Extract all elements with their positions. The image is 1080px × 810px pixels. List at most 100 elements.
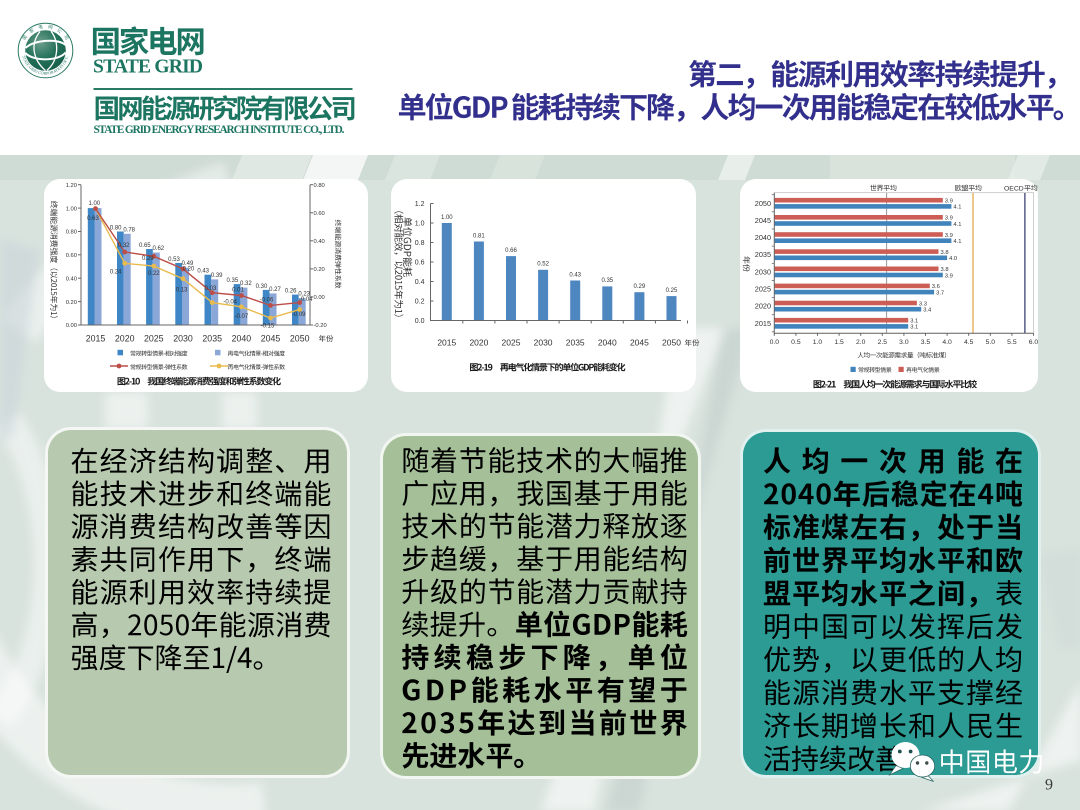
svg-text:0.23: 0.23 <box>298 292 310 298</box>
svg-text:1.20: 1.20 <box>66 183 77 189</box>
svg-text:2030: 2030 <box>755 267 771 276</box>
svg-text:2030: 2030 <box>173 333 193 343</box>
svg-text:1.0: 1.0 <box>813 339 823 346</box>
svg-text:3.8: 3.8 <box>941 250 949 256</box>
svg-text:0.29: 0.29 <box>142 256 154 262</box>
svg-text:0.22: 0.22 <box>148 271 160 277</box>
svg-text:0.0: 0.0 <box>770 339 780 346</box>
svg-text:0.62: 0.62 <box>152 246 164 252</box>
svg-text:-0.09: -0.09 <box>292 312 306 318</box>
svg-text:0.80: 0.80 <box>110 226 122 232</box>
svg-text:3.6: 3.6 <box>932 284 940 290</box>
svg-text:0.6: 0.6 <box>415 260 425 267</box>
svg-text:2020: 2020 <box>115 333 135 343</box>
svg-text:3.8: 3.8 <box>941 267 949 273</box>
svg-text:1.5: 1.5 <box>834 339 844 346</box>
svg-text:2020: 2020 <box>755 302 771 311</box>
svg-text:0.40: 0.40 <box>314 239 325 245</box>
svg-text:4.1: 4.1 <box>953 222 961 228</box>
svg-text:3.9: 3.9 <box>945 216 953 222</box>
svg-text:0.32: 0.32 <box>240 281 252 287</box>
svg-text:0.35: 0.35 <box>227 278 239 284</box>
svg-text:2050: 2050 <box>662 338 681 348</box>
svg-text:3.0: 3.0 <box>899 339 909 346</box>
svg-text:STATE GRID: STATE GRID <box>93 57 203 78</box>
svg-text:0.80: 0.80 <box>314 183 325 189</box>
svg-text:0.78: 0.78 <box>123 227 135 233</box>
svg-text:OECD: OECD <box>1004 186 1024 193</box>
svg-text:0.60: 0.60 <box>314 211 325 217</box>
svg-text:2.5: 2.5 <box>878 339 888 346</box>
svg-text:0.43: 0.43 <box>197 269 209 275</box>
svg-text:0.25: 0.25 <box>666 288 678 294</box>
svg-text:0.8: 0.8 <box>415 240 425 247</box>
svg-text:-0.06: -0.06 <box>260 297 274 303</box>
svg-text:2040: 2040 <box>232 333 252 343</box>
svg-text:0.5: 0.5 <box>791 339 801 346</box>
svg-text:0.01: 0.01 <box>232 288 244 294</box>
svg-text:STATE GRID ENERGY RESEARCH INS: STATE GRID ENERGY RESEARCH INSTITUTE CO.… <box>94 124 345 136</box>
svg-text:2050: 2050 <box>290 333 310 343</box>
svg-text:9: 9 <box>1045 777 1053 794</box>
svg-text:2045: 2045 <box>630 338 649 348</box>
svg-text:0.0: 0.0 <box>415 318 425 325</box>
svg-text:2030: 2030 <box>534 338 553 348</box>
svg-text:2015: 2015 <box>86 333 106 343</box>
svg-text:0.20: 0.20 <box>314 267 325 273</box>
svg-text:-0.15: -0.15 <box>261 324 275 330</box>
svg-text:4.1: 4.1 <box>953 239 961 245</box>
svg-text:2015: 2015 <box>755 319 771 328</box>
svg-text:0.13: 0.13 <box>176 288 188 294</box>
svg-text:4.1: 4.1 <box>953 205 961 211</box>
svg-text:0.27: 0.27 <box>269 287 281 293</box>
svg-text:5.5: 5.5 <box>1007 339 1017 346</box>
svg-text:1.00: 1.00 <box>441 215 453 221</box>
svg-text:2.0: 2.0 <box>856 339 866 346</box>
svg-text:6.0: 6.0 <box>1029 339 1039 346</box>
svg-text:2025: 2025 <box>502 338 521 348</box>
svg-text:4.0: 4.0 <box>949 256 957 262</box>
svg-text:0.53: 0.53 <box>168 257 180 263</box>
svg-text:0.35: 0.35 <box>601 278 613 284</box>
svg-text:0.29: 0.29 <box>634 284 646 290</box>
svg-text:3.4: 3.4 <box>923 308 932 314</box>
svg-text:0.43: 0.43 <box>569 272 581 278</box>
svg-text:3.3: 3.3 <box>919 301 927 307</box>
svg-text:2035: 2035 <box>755 250 771 259</box>
svg-text:0.65: 0.65 <box>139 243 151 249</box>
svg-text:0.2: 0.2 <box>415 299 425 306</box>
svg-text:3.9: 3.9 <box>945 199 953 205</box>
svg-text:0.24: 0.24 <box>110 269 122 275</box>
svg-text:-0.04: -0.04 <box>223 300 237 306</box>
svg-text:2045: 2045 <box>261 333 281 343</box>
svg-text:3.9: 3.9 <box>945 233 953 239</box>
svg-text:2050: 2050 <box>755 199 771 208</box>
svg-text:2040: 2040 <box>598 338 617 348</box>
svg-text:2015: 2015 <box>437 338 456 348</box>
svg-text:0.03: 0.03 <box>205 286 217 292</box>
svg-text:0.32: 0.32 <box>118 243 130 249</box>
svg-text:0.63: 0.63 <box>87 216 99 222</box>
svg-text:-0.04: -0.04 <box>299 297 313 303</box>
svg-text:2025: 2025 <box>755 285 771 294</box>
svg-text:3.7: 3.7 <box>936 290 944 296</box>
svg-text:0.20: 0.20 <box>66 300 77 306</box>
svg-text:-0.07: -0.07 <box>235 314 249 320</box>
svg-text:2035: 2035 <box>202 333 222 343</box>
svg-text:2025: 2025 <box>144 333 164 343</box>
svg-text:-0.20: -0.20 <box>314 323 327 329</box>
svg-text:0.00: 0.00 <box>66 323 77 329</box>
svg-text:1.00: 1.00 <box>66 206 77 212</box>
svg-text:0.20: 0.20 <box>183 266 195 272</box>
svg-text:0.49: 0.49 <box>182 261 194 267</box>
svg-text:2020: 2020 <box>469 338 488 348</box>
svg-text:5.0: 5.0 <box>986 339 996 346</box>
svg-text:3.9: 3.9 <box>945 273 953 279</box>
svg-text:0.66: 0.66 <box>505 248 517 254</box>
svg-text:0.52: 0.52 <box>537 262 549 268</box>
svg-text:0.60: 0.60 <box>66 253 77 259</box>
svg-text:3.5: 3.5 <box>921 339 931 346</box>
svg-text:0.40: 0.40 <box>66 276 77 282</box>
svg-text:0.4: 0.4 <box>415 279 425 286</box>
svg-text:0.00: 0.00 <box>314 295 325 301</box>
